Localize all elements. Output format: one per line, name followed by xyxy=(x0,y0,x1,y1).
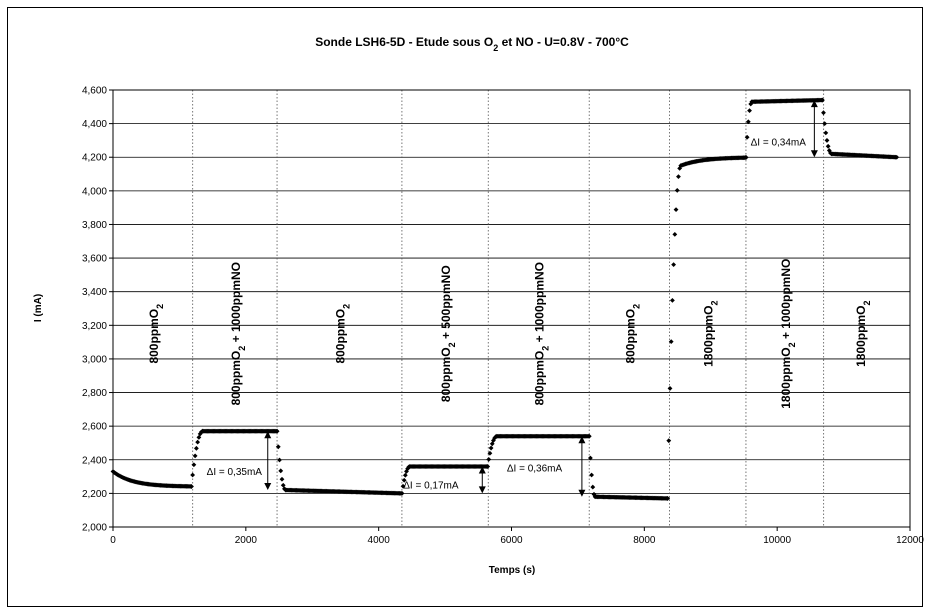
data-series xyxy=(110,97,900,501)
data-point xyxy=(590,484,596,490)
arrowhead-down xyxy=(810,150,818,158)
y-tick-label: 4,000 xyxy=(82,186,107,197)
y-tick-label: 3,400 xyxy=(82,287,107,298)
data-point xyxy=(274,428,280,434)
data-point xyxy=(668,339,674,345)
data-point xyxy=(743,154,749,160)
y-tick-label: 3,200 xyxy=(82,321,107,332)
arrowhead-up xyxy=(810,100,818,108)
data-point xyxy=(197,431,203,437)
data-point xyxy=(823,130,829,136)
gridlines xyxy=(113,89,910,528)
data-point xyxy=(672,231,678,237)
data-point xyxy=(279,476,285,482)
data-point xyxy=(822,121,828,127)
data-point xyxy=(488,445,494,451)
data-point xyxy=(275,444,281,450)
data-point xyxy=(191,462,197,468)
data-point xyxy=(819,97,825,103)
arrowhead-down xyxy=(578,489,586,497)
data-point xyxy=(486,457,492,462)
chart-title: Sonde LSH6-5D - Etude sous O2 et NO - U=… xyxy=(315,35,629,53)
condition-label: 800ppmO2 xyxy=(623,304,641,364)
data-point xyxy=(487,450,493,456)
delta-label: ΔI = 0,34mA xyxy=(751,138,807,149)
y-axis-ticks: 2,000 2,200 2,400 2,600 2,800 3,000 3,200 3,400… xyxy=(82,86,113,534)
condition-label: 800ppmO2 xyxy=(147,304,165,364)
chart: Sonde LSH6-5D - Etude sous O2 et NO - U=… xyxy=(33,35,924,576)
data-point xyxy=(277,457,282,463)
delta-label: ΔI = 0,35mA xyxy=(207,467,263,478)
arrowhead-up xyxy=(478,466,486,474)
y-tick-label: 3,600 xyxy=(82,254,107,265)
x-tick-label: 8000 xyxy=(633,535,656,546)
data-point xyxy=(188,484,194,490)
y-tick-label: 4,200 xyxy=(82,153,107,164)
data-point xyxy=(280,482,286,488)
data-point xyxy=(192,453,198,459)
delta-label: ΔI = 0,36mA xyxy=(507,464,563,475)
condition-label: 800ppmO2 + 500ppmNO xyxy=(439,265,457,402)
x-tick-label: 6000 xyxy=(500,535,523,546)
x-tick-label: 10000 xyxy=(763,535,791,546)
data-point xyxy=(399,490,405,496)
data-point xyxy=(825,143,831,149)
x-tick-label: 12000 xyxy=(896,535,924,546)
arrowhead-down xyxy=(478,486,486,494)
data-point xyxy=(745,119,751,125)
data-point xyxy=(402,472,408,478)
data-point xyxy=(747,108,752,114)
delta-label: ΔI = 0,17mA xyxy=(403,480,459,491)
data-point xyxy=(586,433,592,439)
data-point xyxy=(674,187,680,193)
y-tick-label: 3,000 xyxy=(82,354,107,365)
x-tick-label: 0 xyxy=(110,535,116,546)
data-point xyxy=(278,468,284,474)
data-point xyxy=(666,438,672,444)
data-point xyxy=(193,445,199,451)
y-tick-label: 2,800 xyxy=(82,388,107,399)
data-point xyxy=(190,472,196,478)
y-tick-label: 2,600 xyxy=(82,422,107,433)
condition-label: 1800ppmO2 xyxy=(701,301,719,367)
condition-label: 1800ppmO2 + 1000ppmNO xyxy=(779,259,797,409)
condition-label: 800ppmO2 xyxy=(333,304,351,364)
condition-dividers xyxy=(192,90,825,527)
data-point xyxy=(665,496,670,501)
y-tick-label: 3,800 xyxy=(82,220,107,231)
condition-label: 800ppmO2 + 1000ppmNO xyxy=(533,262,551,405)
data-point xyxy=(671,262,677,268)
y-axis-label: I (mA) xyxy=(33,294,44,322)
data-point xyxy=(821,110,826,116)
condition-label: 800ppmO2 + 1000ppmNO xyxy=(229,262,247,405)
y-tick-label: 2,200 xyxy=(82,489,107,500)
x-axis-label: Temps (s) xyxy=(489,565,536,576)
region-labels: 800ppmO2 800ppmO2 + 1000ppmNO 800ppmO2 800p… xyxy=(147,259,872,409)
arrowhead-up xyxy=(578,436,586,444)
data-point xyxy=(667,386,673,391)
y-tick-label: 4,400 xyxy=(82,119,107,130)
arrowhead-down xyxy=(264,483,272,491)
delta-annotations: ΔI = 0,35mA ΔI = 0,17mA ΔI = 0,36mA ΔI = 0,… xyxy=(207,100,818,497)
y-tick-label: 2,000 xyxy=(82,523,107,534)
data-point xyxy=(676,174,681,180)
data-point xyxy=(401,477,407,483)
arrowhead-up xyxy=(264,431,272,439)
y-tick-label: 2,400 xyxy=(82,455,107,466)
data-point xyxy=(400,483,406,489)
data-point xyxy=(589,472,594,478)
condition-label: 1800ppmO2 xyxy=(854,301,872,367)
data-point xyxy=(670,298,675,303)
data-point xyxy=(588,455,593,461)
y-tick-label: 4,600 xyxy=(82,86,107,97)
data-point xyxy=(195,439,201,445)
data-point xyxy=(894,154,900,160)
data-point xyxy=(673,207,679,213)
x-axis-ticks: 0 2000 4000 6000 8000 10000 12000 xyxy=(110,527,924,546)
data-point xyxy=(824,138,830,143)
x-tick-label: 4000 xyxy=(368,535,391,546)
x-tick-label: 2000 xyxy=(235,535,258,546)
data-point xyxy=(485,464,490,469)
data-point xyxy=(744,134,750,140)
